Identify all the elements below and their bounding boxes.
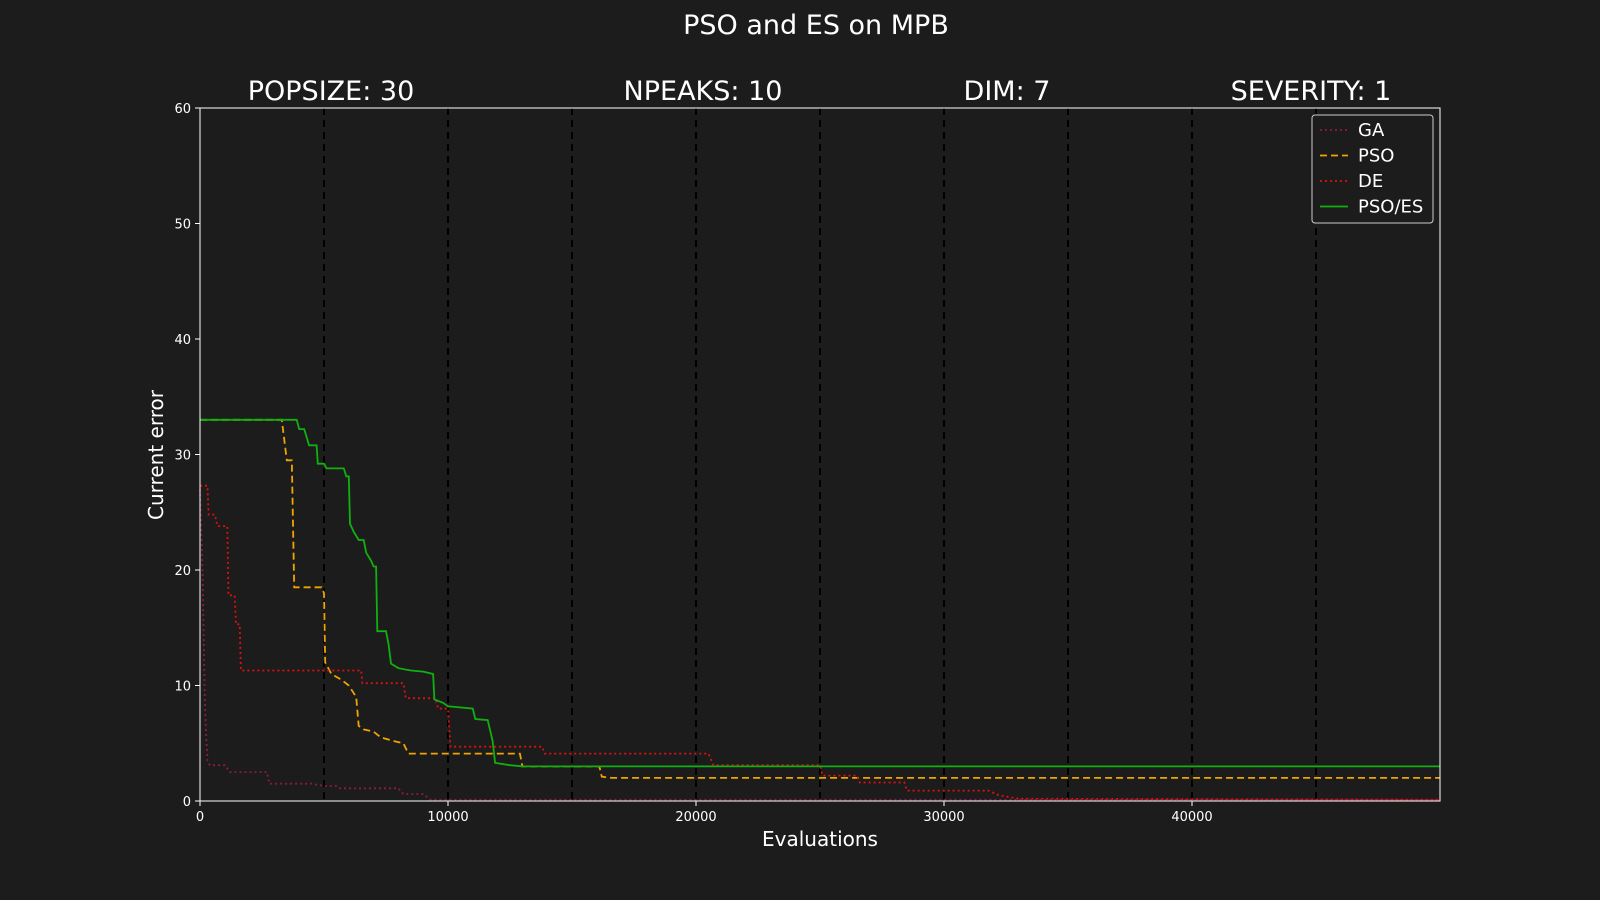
- x-tick-label: 40000: [1171, 810, 1212, 825]
- x-tick-label: 0: [196, 810, 204, 825]
- x-tick-label: 30000: [923, 810, 964, 825]
- x-axis-label: Evaluations: [762, 827, 878, 851]
- y-tick-label: 20: [174, 564, 191, 579]
- legend-label-pso-es: PSO/ES: [1358, 197, 1423, 218]
- x-tick-label: 20000: [675, 810, 716, 825]
- annotation-severity: SEVERITY: 1: [1231, 76, 1392, 107]
- x-axis-ticks: 0 10000 20000 30000 40000: [196, 801, 1213, 825]
- legend-label-de: DE: [1358, 171, 1383, 192]
- annotation-dim: DIM: 7: [964, 76, 1051, 107]
- series-line-ga: [199, 489, 1440, 801]
- y-tick-label: 50: [174, 218, 191, 233]
- legend: GA PSO DE PSO/ES: [1311, 114, 1434, 224]
- series-line-pso: [200, 418, 1440, 779]
- annotations: POPSIZE: 30 NPEAKS: 10 DIM: 7 SEVERITY: …: [248, 76, 1392, 107]
- annotation-npeaks: NPEAKS: 10: [624, 76, 783, 107]
- x-tick-label: 10000: [427, 810, 468, 825]
- chart-title: PSO and ES on MPB: [683, 10, 949, 41]
- series-layer: [199, 418, 1441, 801]
- annotation-popsize: POPSIZE: 30: [248, 76, 415, 107]
- y-tick-label: 60: [174, 102, 191, 117]
- y-tick-label: 0: [183, 795, 191, 810]
- legend-label-ga: GA: [1358, 120, 1385, 141]
- y-tick-label: 10: [174, 680, 191, 695]
- series-line-pso-es: [200, 418, 1440, 768]
- y-tick-label: 40: [174, 333, 191, 348]
- change-markers: [323, 108, 1317, 801]
- legend-label-pso: PSO: [1358, 146, 1394, 167]
- series-line-de: [200, 484, 1441, 801]
- legend-box: [1311, 114, 1434, 224]
- y-tick-label: 30: [174, 449, 191, 464]
- y-axis-label: Current error: [144, 389, 168, 520]
- y-axis-ticks: 0 10 20 30 40 50 60: [174, 102, 200, 810]
